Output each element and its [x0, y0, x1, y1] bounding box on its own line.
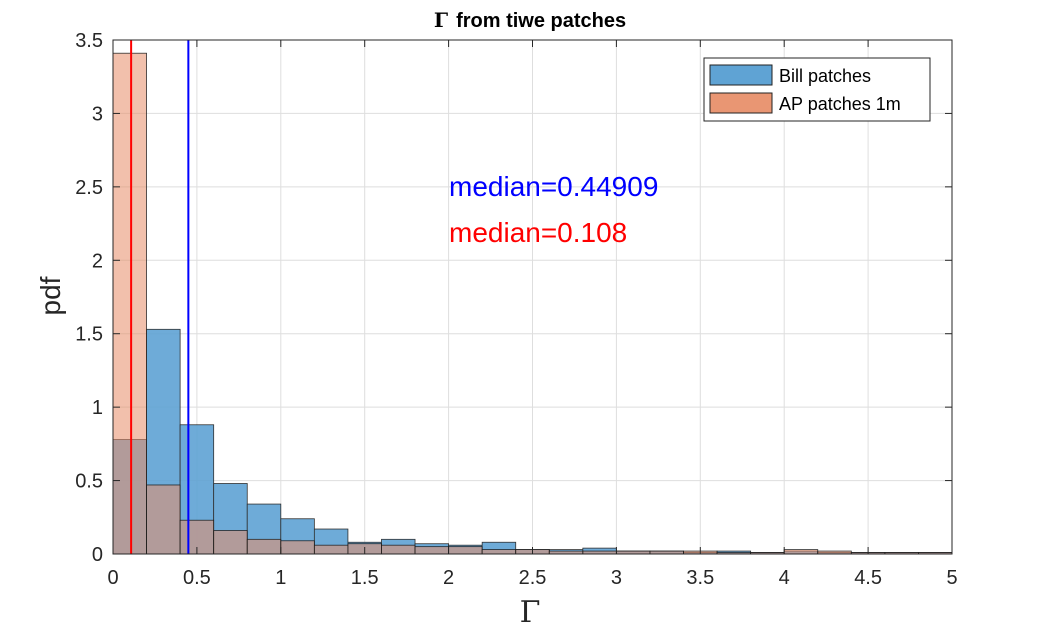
y-tick-label: 1.5	[75, 324, 103, 346]
legend-label-bill-patches: Bill patches	[779, 66, 871, 86]
x-tick-label: 4.5	[854, 567, 882, 589]
ap-bar-9	[414, 546, 450, 555]
y-tick-label: 0.5	[75, 471, 103, 493]
y-tick-label: 0	[92, 544, 103, 566]
y-tick-label: 2	[92, 250, 103, 272]
ap-bar-1	[146, 484, 181, 555]
ap-bar-5	[280, 540, 315, 555]
ap-bar-11	[481, 549, 517, 555]
x-axis-label: Γ	[520, 595, 541, 630]
legend: Bill patches AP patches 1m	[703, 57, 931, 122]
x-tick-label: 2.5	[519, 567, 547, 589]
x-tick-label: 3.5	[686, 567, 714, 589]
title-gamma-symbol: Γ	[434, 8, 448, 32]
ap-bar-3	[213, 530, 248, 555]
legend-label-ap-patches: AP patches 1m	[779, 94, 901, 114]
ap-bar-0	[112, 52, 147, 555]
median-annotation-ap: median=0.108	[449, 217, 627, 248]
x-tick-label: 5	[946, 567, 957, 589]
x-tick-label: 1.5	[351, 567, 379, 589]
ap-bar-4	[246, 538, 282, 555]
axis-ticks: 0 0.5 1 1.5 2 2.5 3 3.5 4 4.5 5 0 0.5 1 1.5 2 2.5 3 3.5	[75, 30, 957, 589]
y-tick-label: 3	[92, 103, 103, 125]
ap-bar-8	[381, 544, 416, 555]
histogram-bars	[112, 52, 953, 555]
y-tick-label: 2.5	[75, 177, 103, 199]
ap-bar-10	[448, 546, 483, 555]
x-tick-label: 2	[443, 567, 454, 589]
legend-swatch-bill-patches	[709, 64, 773, 86]
median-annotation-bill: median=0.44909	[449, 171, 658, 202]
x-tick-label: 4	[779, 567, 790, 589]
x-tick-label: 1	[275, 567, 286, 589]
y-tick-label: 3.5	[75, 30, 103, 52]
y-axis-label: pdf	[35, 276, 66, 315]
legend-swatch-ap-patches	[709, 92, 773, 114]
ap-bar-6	[313, 544, 349, 555]
median-lines	[130, 40, 190, 554]
ap-patches-bars	[112, 52, 953, 555]
ap-bar-20	[783, 549, 819, 555]
y-tick-label: 1	[92, 397, 103, 419]
title-text: from tiwe patches	[456, 10, 626, 32]
x-tick-label: 0	[107, 567, 118, 589]
x-tick-label: 3	[611, 567, 622, 589]
x-tick-label: 0.5	[183, 567, 211, 589]
